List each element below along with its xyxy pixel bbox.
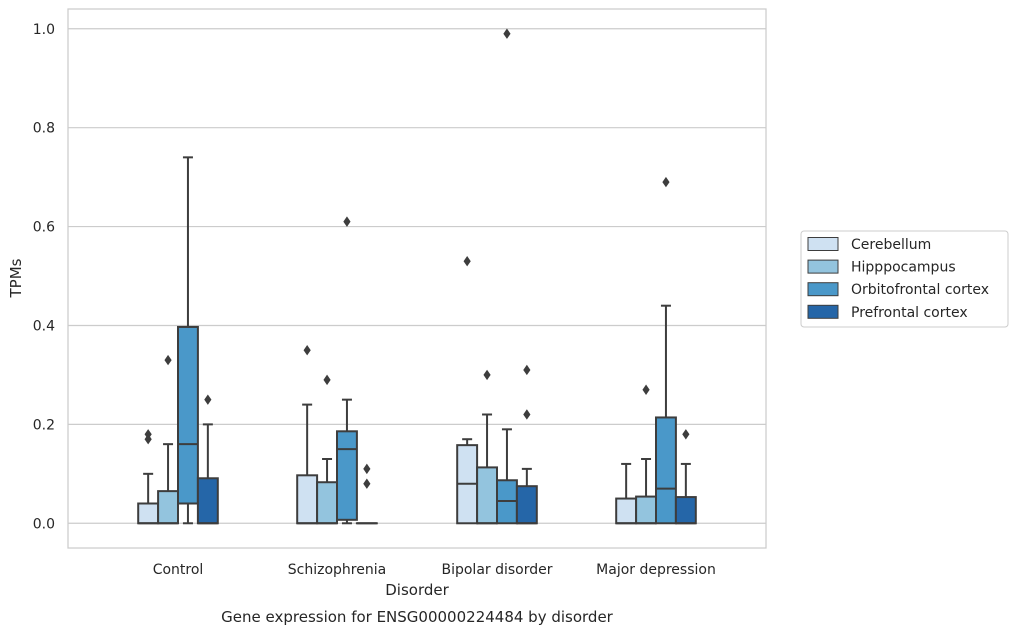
box-body <box>336 430 358 521</box>
box-body <box>296 474 319 525</box>
box-body <box>137 502 160 525</box>
legend-swatch <box>807 237 839 251</box>
outlier-point <box>343 216 351 227</box>
outlier-point <box>523 364 531 376</box>
box-body <box>615 497 638 525</box>
legend-swatch <box>807 259 839 274</box>
legend: Cerebellum Hipppocampus Orbitofrontal cort… <box>800 230 1009 328</box>
legend-item-cerebellum: Cerebellum <box>807 237 931 253</box>
outlier-point <box>463 255 471 267</box>
box-body <box>177 325 199 505</box>
box-orbitofrontal-cortex-bipolar-disorder <box>496 28 518 525</box>
outlier-point <box>363 463 371 475</box>
box-prefrontal-cortex-bipolar-disorder <box>515 364 538 525</box>
box-body <box>635 495 657 525</box>
y-axis-ticks: 0.0 0.2 0.4 0.6 0.8 1.0 <box>33 22 55 532</box>
legend-item-prefrontal-cortex: Prefrontal cortex <box>807 304 968 321</box>
series-prefrontal-cortex <box>196 364 697 525</box>
legend-item-orbitofrontal-cortex: Orbitofrontal cortex <box>807 282 989 298</box>
box-orbitofrontal-cortex-major-depression <box>655 176 677 525</box>
x-tick-label: Major depression <box>596 562 716 578</box>
box-body <box>196 477 219 525</box>
outlier-point <box>303 345 311 356</box>
box-body <box>157 490 180 525</box>
outlier-point <box>503 28 511 39</box>
outlier-point <box>144 429 152 440</box>
box-hipppocampus-major-depression <box>635 384 657 525</box>
outlier-point <box>164 354 172 366</box>
x-tick-label: Control <box>153 562 204 578</box>
box-body <box>515 485 538 525</box>
outlier-point <box>642 384 650 395</box>
legend-items: Cerebellum Hipppocampus Orbitofrontal cort… <box>807 237 989 321</box>
plot-frame <box>67 8 767 549</box>
box-orbitofrontal-cortex-schizophrenia <box>336 216 358 525</box>
box-orbitofrontal-cortex-control <box>177 156 199 525</box>
legend-label: Orbitofrontal cortex <box>851 282 989 298</box>
series-hipppocampus <box>157 354 657 525</box>
box-prefrontal-cortex-major-depression <box>674 429 697 525</box>
figure-caption: Gene expression for ENSG00000224484 by d… <box>221 608 614 626</box>
legend-item-hipppocampus: Hipppocampus <box>807 259 956 276</box>
box-cerebellum-schizophrenia <box>296 345 319 525</box>
y-tick-label: 0.8 <box>33 121 55 137</box>
outlier-point <box>523 409 531 420</box>
outlier-point <box>662 176 670 188</box>
y-tick-label: 1.0 <box>33 22 55 38</box>
y-tick-label: 0.6 <box>33 220 55 236</box>
legend-label: Cerebellum <box>851 237 931 253</box>
box-prefrontal-cortex-schizophrenia <box>355 463 378 525</box>
box-series <box>137 28 697 525</box>
box-body <box>674 496 697 525</box>
outlier-point <box>204 394 212 405</box>
x-axis-label: Disorder <box>385 581 449 599</box>
legend-label: Prefrontal cortex <box>851 305 968 321</box>
x-axis-ticks: Control Schizophrenia Bipolar disorder Majo… <box>153 562 716 578</box>
x-tick-label: Bipolar disorder <box>441 562 552 578</box>
x-tick-label: Schizophrenia <box>288 562 386 578</box>
outlier-point <box>323 374 331 386</box>
outlier-point <box>682 429 690 440</box>
y-tick-label: 0.4 <box>33 318 55 334</box>
box-body <box>316 481 339 525</box>
outlier-point <box>363 478 371 489</box>
box-body <box>655 416 677 525</box>
box-hipppocampus-control <box>157 354 180 525</box>
legend-label: Hipppocampus <box>851 260 956 276</box>
box-prefrontal-cortex-control <box>196 394 219 525</box>
box-body <box>476 466 499 525</box>
box-hipppocampus-bipolar-disorder <box>476 369 499 525</box>
legend-swatch <box>807 282 839 297</box>
box-cerebellum-control <box>137 429 160 525</box>
y-tick-label: 0.0 <box>33 516 55 532</box>
legend-swatch <box>807 304 839 319</box>
y-axis-label: TPMs <box>7 258 25 298</box>
box-hipppocampus-schizophrenia <box>316 374 339 525</box>
y-tick-label: 0.2 <box>33 417 55 433</box>
box-cerebellum-major-depression <box>615 462 638 525</box>
outlier-point <box>483 369 491 381</box>
legend-frame <box>800 230 1009 328</box>
series-orbitofrontal-cortex <box>177 28 677 525</box>
